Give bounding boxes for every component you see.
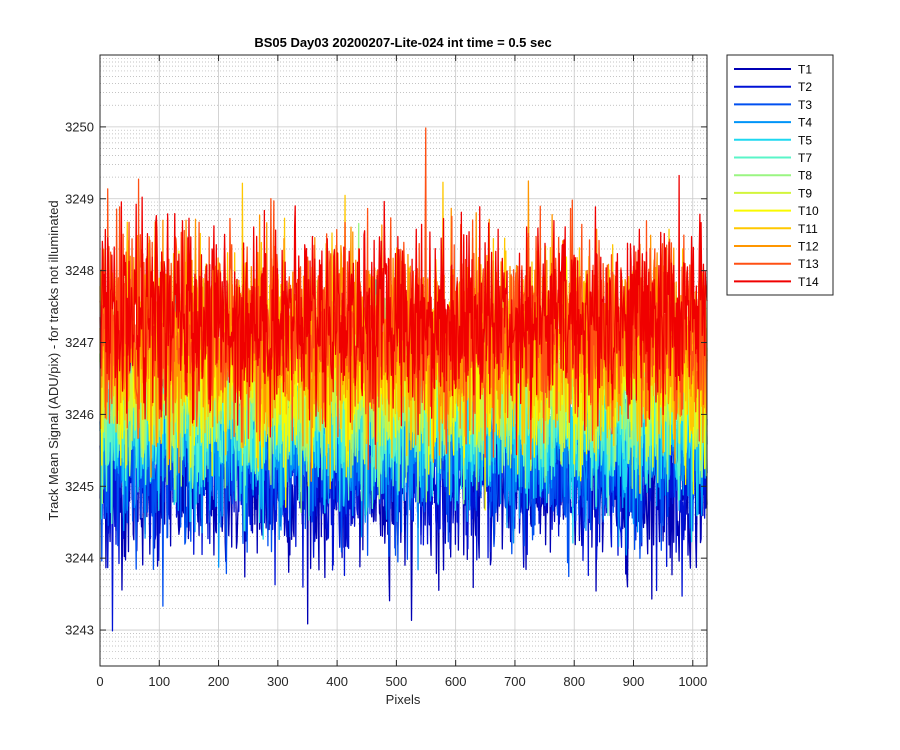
x-tick-label: 200 [208,674,230,689]
y-tick-labels: 3243 3244 3245 3246 3247 3248 3249 3250 [65,119,94,637]
x-tick-label: 0 [96,674,103,689]
chart-title: BS05 Day03 20200207-Lite-024 int time = … [254,35,551,50]
y-tick-label: 3249 [65,191,94,206]
y-tick-label: 3250 [65,119,94,134]
x-tick-labels: 0 100 200 300 400 500 600 700 800 900 1000 [96,674,707,689]
y-tick-label: 3245 [65,479,94,494]
legend-label-t11: T11 [798,222,818,236]
x-tick-label: 300 [267,674,289,689]
x-tick-label: 900 [623,674,645,689]
legend-label-t10: T10 [798,204,819,218]
y-tick-label: 3248 [65,263,94,278]
x-tick-label: 1000 [678,674,707,689]
series-layer [99,127,708,632]
x-tick-label: 700 [504,674,526,689]
series-line-t12 [99,180,708,482]
legend-label-t2: T2 [798,80,812,94]
y-axis-label: Track Mean Signal (ADU/pix) - for tracks… [46,200,61,520]
series-line-t14 [99,174,708,456]
legend-label-t13: T13 [798,257,819,271]
legend-label-t3: T3 [798,98,812,112]
legend-label-t7: T7 [798,151,812,165]
axis-ticks [99,55,707,666]
x-tick-label: 800 [563,674,585,689]
legend: T1 T2 T3 T4 T5 T7 T8 T9 T10 T11 T12 T13 T14 [726,54,834,296]
legend-label-t1: T1 [798,63,812,77]
legend-items: T1 T2 T3 T4 T5 T7 T8 T9 T10 T11 T12 T13 T14 [734,63,819,289]
legend-label-t5: T5 [798,133,812,147]
x-axis-label: Pixels [386,692,421,707]
plot-frame [99,54,708,667]
y-tick-label: 3246 [65,407,94,422]
legend-label-t9: T9 [798,186,812,200]
y-tick-label: 3244 [65,551,94,566]
x-tick-label: 500 [386,674,408,689]
x-tick-label: 400 [326,674,348,689]
legend-label-t8: T8 [798,169,812,183]
legend-label-t14: T14 [798,275,819,289]
x-tick-label: 100 [148,674,170,689]
x-tick-label: 600 [445,674,467,689]
y-tick-label: 3243 [65,623,94,638]
y-tick-label: 3247 [65,335,94,350]
legend-label-t4: T4 [798,116,812,130]
legend-label-t12: T12 [798,240,819,254]
